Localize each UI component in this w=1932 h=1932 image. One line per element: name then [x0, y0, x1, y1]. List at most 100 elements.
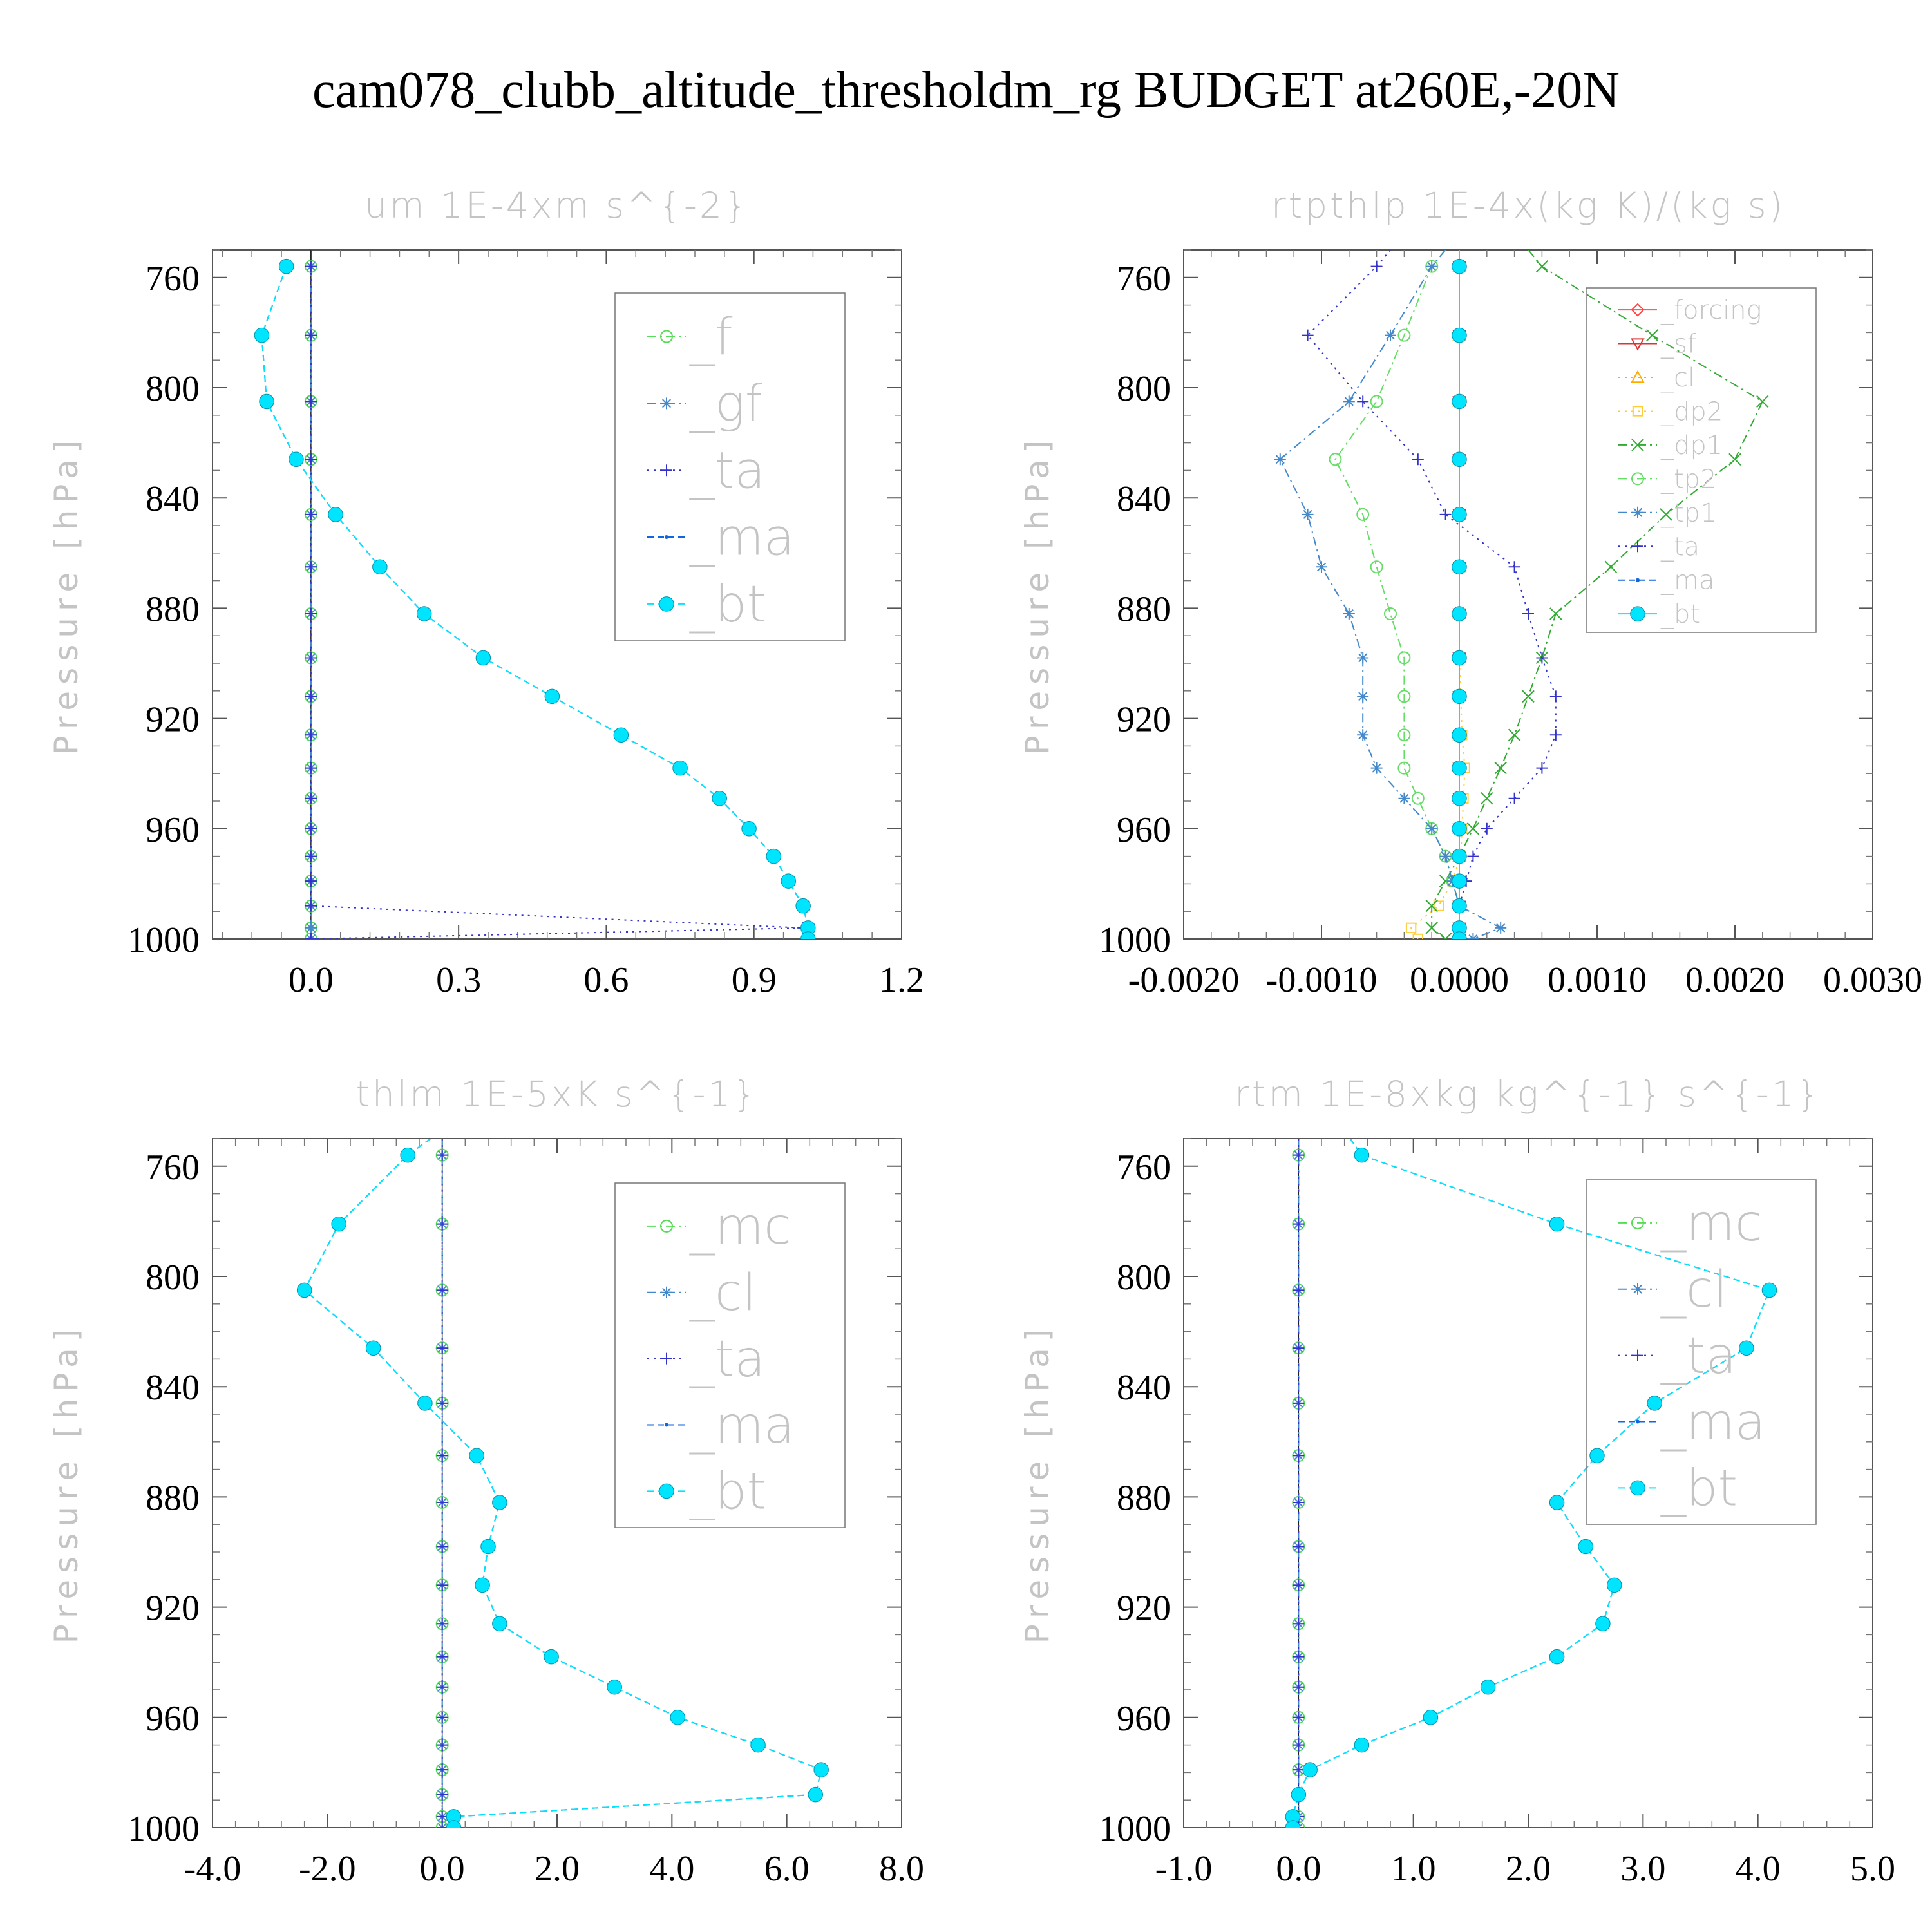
legend-frame: [614, 292, 846, 641]
legend-label: _forcing: [1660, 296, 1762, 325]
data-point: [305, 690, 317, 703]
data-point: [1285, 1820, 1301, 1828]
data-point: [1481, 792, 1493, 805]
panel-title: um 1E-4xm s^{-2}: [365, 185, 750, 226]
x-tick-label: 0.0030: [1823, 960, 1922, 1000]
series_dp2: [1405, 250, 1470, 939]
y-axis-label: Pressure [hPa]: [48, 1323, 85, 1644]
data-point: [1302, 1762, 1318, 1777]
legend-label: _gf: [689, 375, 763, 433]
data-point: [1481, 822, 1493, 835]
data-point: [1578, 1539, 1593, 1555]
series_bt: [296, 1139, 829, 1828]
legend-label: _ta: [689, 1331, 765, 1388]
legend-marker: [665, 535, 668, 540]
data-point: [305, 607, 317, 620]
data-point: [305, 329, 317, 341]
legend-marker: [660, 1219, 673, 1233]
data-point: [1412, 453, 1424, 466]
data-point: [672, 760, 688, 776]
data-point: [1423, 1710, 1439, 1725]
y-tick-label: 880: [146, 1478, 200, 1518]
series_dp1: [1425, 250, 1769, 939]
x-tick-label: 4.0: [649, 1849, 694, 1889]
x-tick-label: 5.0: [1850, 1849, 1895, 1889]
legend-marker: [661, 464, 672, 477]
x-tick-label: 0.3: [436, 960, 481, 1000]
data-point: [1439, 933, 1452, 939]
legend-label: _bt: [1660, 1460, 1738, 1518]
data-point: [1535, 260, 1549, 273]
data-point: [469, 1448, 484, 1463]
y-tick-label: 960: [1117, 1699, 1171, 1739]
legend: _f _gf _ta _ma _bt: [614, 292, 846, 641]
legend-marker: [1631, 370, 1645, 383]
y-tick-label: 800: [146, 369, 200, 409]
data-point: [1293, 1651, 1305, 1663]
data-point: [1293, 1450, 1305, 1462]
data-point: [1549, 1495, 1565, 1510]
legend-label: _cl: [689, 1264, 757, 1322]
data-point: [1452, 848, 1467, 864]
data-point: [436, 1711, 448, 1723]
data-point: [1647, 1396, 1662, 1411]
plot-frame: [1183, 1138, 1873, 1828]
plot-area: [1274, 250, 1769, 939]
legend-marker: [1632, 1349, 1643, 1361]
data-point: [741, 821, 757, 837]
legend-marker: [1631, 303, 1645, 317]
y-tick-label: 920: [146, 1589, 200, 1629]
data-point: [712, 790, 727, 806]
legend: _mc _cl _ta _ma _bt: [1586, 1179, 1817, 1525]
legend-label: _f: [689, 308, 733, 366]
series_ta: [1302, 250, 1562, 939]
y-tick-label: 760: [1117, 259, 1171, 299]
legend-label: _ma: [689, 509, 795, 567]
data-point: [1549, 607, 1562, 620]
y-tick-label: 960: [1117, 810, 1171, 850]
legend-marker: [659, 596, 674, 612]
legend-label: _dp2: [1660, 397, 1723, 426]
x-tick-label: -0.0010: [1266, 960, 1378, 1000]
data-point: [1293, 1681, 1305, 1693]
legend-label: _cl: [1660, 363, 1695, 393]
legend-label: _ta: [1660, 532, 1700, 562]
y-axis-label: Pressure [hPa]: [1019, 1323, 1056, 1644]
page-title: cam078_clubb_altitude_thresholdm_rg BUDG…: [312, 62, 1620, 118]
data-point: [1452, 931, 1467, 939]
legend-label: _ma: [1660, 566, 1714, 596]
data-point: [1549, 1649, 1565, 1665]
data-point: [417, 1396, 433, 1411]
data-point: [436, 1149, 448, 1161]
data-point: [1426, 822, 1438, 835]
data-point: [436, 1681, 448, 1693]
data-point: [1495, 922, 1507, 934]
data-point: [670, 1710, 685, 1725]
data-point: [305, 792, 317, 804]
data-point: [1452, 727, 1467, 743]
data-point: [305, 850, 317, 862]
y-tick-label: 840: [1117, 479, 1171, 519]
data-point: [436, 1788, 448, 1801]
data-point: [305, 875, 317, 887]
x-tick-label: 0.9: [732, 960, 777, 1000]
data-point: [1549, 729, 1562, 741]
data-point: [1645, 328, 1659, 342]
data-point: [607, 1679, 622, 1695]
data-point: [1370, 560, 1383, 574]
data-point: [1452, 507, 1467, 522]
data-point: [1452, 898, 1467, 914]
legend-label: _mc: [689, 1198, 791, 1256]
legend-marker: [661, 1286, 672, 1298]
data-point: [1439, 508, 1452, 520]
data-point: [305, 453, 317, 466]
data-point: [259, 393, 274, 410]
data-point: [480, 1539, 496, 1555]
y-tick-label: 880: [1117, 589, 1171, 629]
legend-frame: [614, 1182, 846, 1528]
series_ta: [305, 260, 810, 939]
data-point: [1405, 922, 1417, 934]
data-point: [1467, 850, 1479, 862]
data-point: [436, 1284, 448, 1296]
data-point: [305, 561, 317, 573]
